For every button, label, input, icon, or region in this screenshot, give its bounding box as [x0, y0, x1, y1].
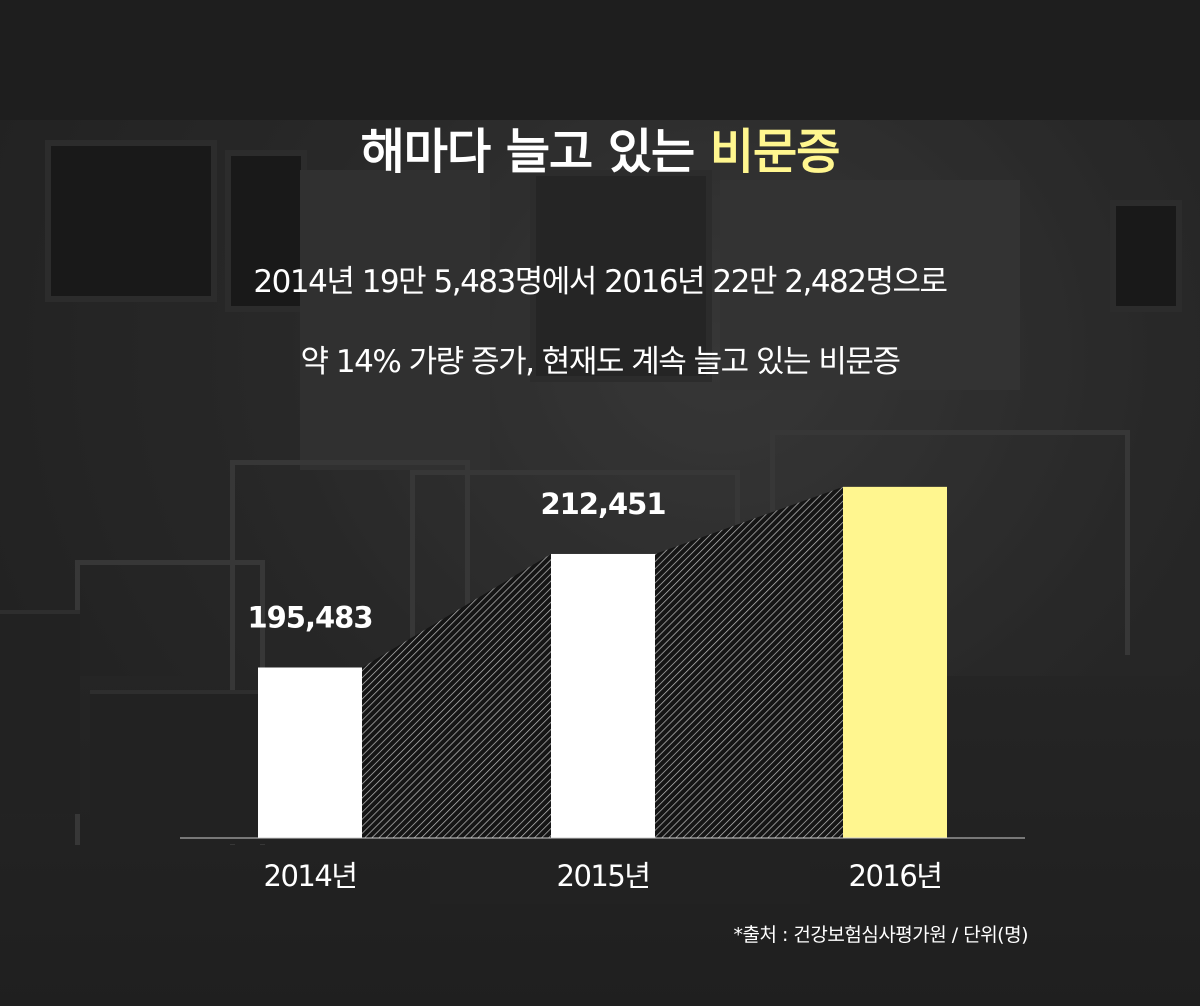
tick-label-1: 2015년: [557, 859, 650, 893]
title-main: 해마다 늘고 있는: [360, 124, 710, 180]
tick-label-0: 2014년: [264, 859, 357, 893]
connector-1: [655, 486, 843, 838]
value-labels: 195,483 212,451: [247, 487, 666, 635]
title-highlight: 비문증: [709, 124, 840, 180]
connector-0: [362, 553, 551, 838]
value-label-1: 212,451: [540, 487, 665, 521]
bar-1: [551, 553, 655, 838]
subtitle-line-1: 2014년 19만 5,483명에서 2016년 22만 2,482명으로: [253, 264, 948, 300]
bar-connectors: [362, 486, 843, 838]
tick-label-2: 2016년: [849, 859, 942, 893]
value-label-0: 195,483: [247, 600, 372, 634]
page-title: 해마다 늘고 있는 비문증: [0, 112, 1200, 182]
bar-2: [843, 486, 947, 838]
x-axis-tick-labels: 2014년 2015년 2016년: [264, 859, 943, 893]
bar-0: [258, 667, 362, 838]
subtitle-line-2: 약 14% 가량 증가, 현재도 계속 늘고 있는 비문증: [300, 344, 901, 380]
source-note: *출처 : 건강보험심사평가원 / 단위(명): [733, 924, 1028, 946]
bars: [258, 486, 947, 838]
